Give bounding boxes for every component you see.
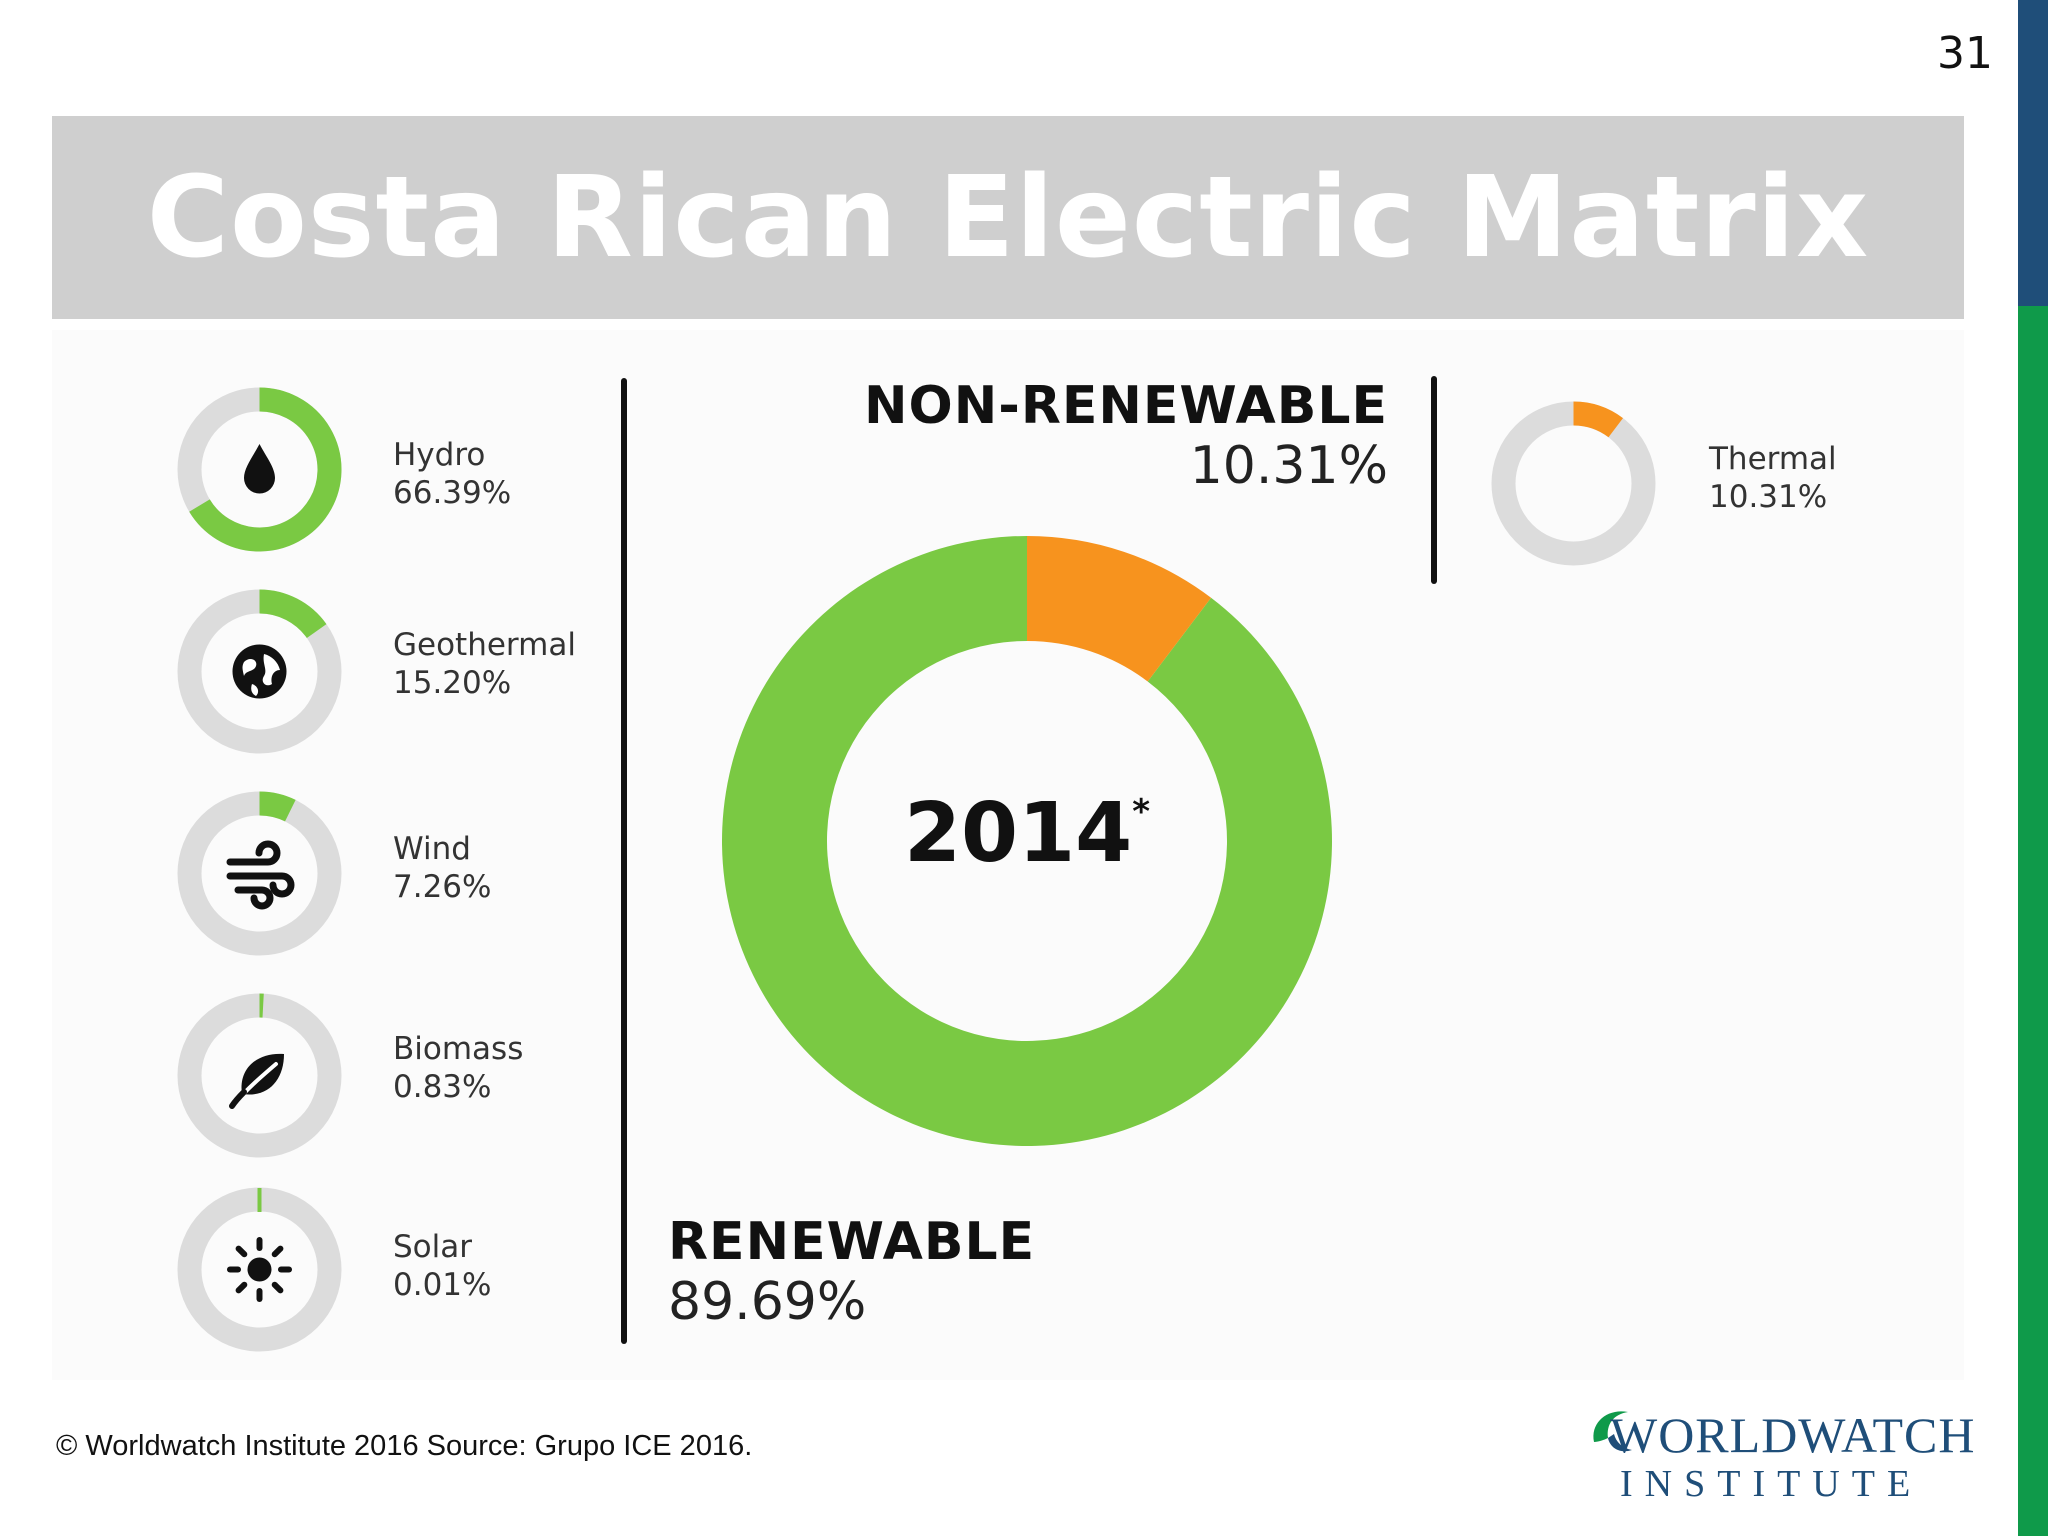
leaf-icon: [229, 1053, 284, 1109]
main-donut-chart: 2014*: [722, 536, 1332, 1146]
legend-hydro: Hydro 66.39%: [393, 436, 511, 512]
geothermal-arc: [258, 589, 327, 639]
page-title: Costa Rican Electric Matrix: [146, 152, 1870, 283]
accent-bar-blue: [2018, 0, 2048, 306]
divider-right: [1431, 376, 1437, 584]
solar-marker: [257, 1188, 262, 1212]
year-asterisk: *: [1132, 792, 1150, 832]
renewable-title: RENEWABLE: [668, 1212, 1036, 1272]
main-arc-nonrenewable: [1027, 536, 1212, 682]
wind-arc: [258, 791, 296, 822]
legend-geothermal-name: Geothermal: [393, 627, 576, 663]
legend-wind: Wind 7.26%: [393, 830, 491, 906]
thermal-donut: [1491, 401, 1656, 566]
legend-thermal-value: 10.31%: [1709, 479, 1828, 515]
worldwatch-logo: WORLDWATCH INSTITUTE: [1580, 1396, 1975, 1516]
legend-hydro-value: 66.39%: [393, 475, 512, 511]
source-geothermal: [172, 584, 347, 759]
hydro-donut: [177, 387, 342, 552]
legend-hydro-name: Hydro: [393, 437, 486, 473]
nonrenewable-percent: 10.31%: [1189, 436, 1388, 496]
hydro-arc: [189, 387, 342, 552]
legend-solar-name: Solar: [393, 1229, 472, 1265]
logo-line2: INSTITUTE: [1620, 1463, 1923, 1505]
wind-icon: [226, 840, 295, 910]
source-solar: [172, 1182, 347, 1357]
divider-left: [621, 378, 627, 1344]
legend-solar: Solar 0.01%: [393, 1228, 491, 1304]
source-footer: © Worldwatch Institute 2016 Source: Grup…: [56, 1430, 753, 1462]
main-donut-svg: [722, 536, 1332, 1146]
title-banner: Costa Rican Electric Matrix: [52, 116, 1964, 319]
legend-biomass-name: Biomass: [393, 1031, 524, 1067]
legend-wind-value: 7.26%: [393, 869, 492, 905]
center-year: 2014*: [722, 786, 1332, 881]
legend-solar-value: 0.01%: [393, 1267, 492, 1303]
wind-donut: [177, 791, 342, 956]
main-arc-renewable: [722, 536, 1332, 1146]
sun-icon: [227, 1237, 292, 1302]
globe-icon: [232, 644, 287, 699]
source-hydro: [172, 382, 347, 557]
source-thermal: [1486, 396, 1661, 571]
center-year-text: 2014*: [903, 786, 1150, 881]
legend-geothermal-value: 15.20%: [393, 665, 512, 701]
source-biomass: [172, 988, 347, 1163]
thermal-track: [1491, 401, 1656, 566]
legend-wind-name: Wind: [393, 831, 471, 867]
nonrenewable-title: NON-RENEWABLE: [864, 376, 1388, 436]
legend-biomass: Biomass 0.83%: [393, 1030, 523, 1106]
source-wind: [172, 786, 347, 961]
thermal-arc: [1572, 401, 1623, 438]
legend-thermal-name: Thermal: [1709, 441, 1837, 477]
legend-biomass-value: 0.83%: [393, 1069, 492, 1105]
biomass-donut: [177, 993, 342, 1158]
legend-geothermal: Geothermal 15.20%: [393, 626, 576, 702]
renewable-percent: 89.69%: [668, 1272, 867, 1332]
geothermal-donut: [177, 589, 342, 754]
solar-donut: [177, 1187, 342, 1352]
logo-swirl-icon: [1593, 1411, 1632, 1452]
nonrenewable-heading: NON-RENEWABLE 10.31%: [864, 376, 1388, 496]
accent-bar-green: [2018, 306, 2048, 1536]
logo-line1: WORLDWATCH: [1610, 1407, 1976, 1463]
renewable-heading: RENEWABLE 89.69%: [668, 1212, 1035, 1332]
legend-thermal: Thermal 10.31%: [1709, 440, 1837, 516]
slide-number: 31: [1937, 28, 1993, 79]
water-drop-icon: [244, 444, 275, 494]
